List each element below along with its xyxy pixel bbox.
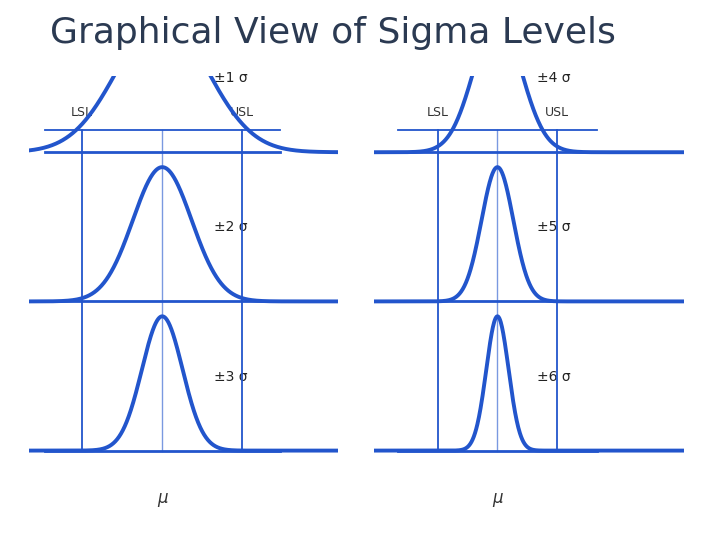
Text: ±6 σ: ±6 σ [536, 370, 570, 384]
Text: ±3 σ: ±3 σ [215, 370, 248, 384]
Text: ±4 σ: ±4 σ [536, 71, 570, 85]
Text: ±1 σ: ±1 σ [215, 71, 248, 85]
Text: USL: USL [545, 106, 569, 119]
Text: μ: μ [492, 489, 503, 507]
Text: USL: USL [230, 106, 254, 119]
Text: Graphical View of Sigma Levels: Graphical View of Sigma Levels [50, 16, 616, 50]
Text: LSL: LSL [427, 106, 449, 119]
Text: ±2 σ: ±2 σ [215, 220, 248, 234]
Text: μ: μ [157, 489, 168, 507]
Text: LSL: LSL [71, 106, 93, 119]
Text: ±5 σ: ±5 σ [536, 220, 570, 234]
